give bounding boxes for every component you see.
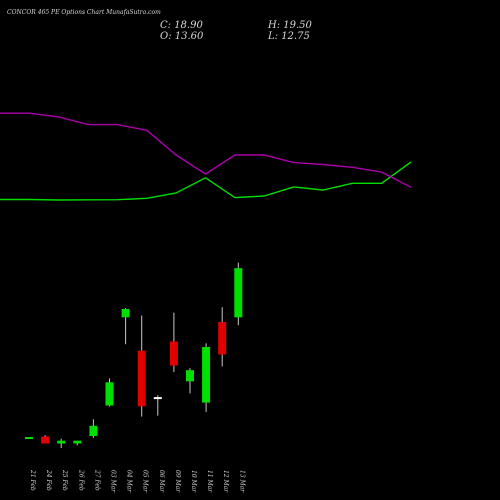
- x-tick-label: 24 Feb: [45, 469, 52, 491]
- candle-body-down: [41, 436, 50, 444]
- x-tick-label: 05 Mar: [142, 470, 149, 493]
- candle: [105, 378, 114, 407]
- x-axis-labels: 21 Feb 24 Feb 25 Feb 26 Feb 27 Feb 03 Mar 04 M…: [29, 469, 245, 493]
- candle-body-up: [105, 382, 114, 406]
- candle-body-up: [234, 268, 243, 318]
- x-tick-label: 09 Mar: [174, 470, 181, 493]
- candle: [234, 262, 243, 326]
- candle-body-down: [218, 322, 227, 355]
- x-tick-label: 10 Mar: [190, 470, 197, 493]
- high-value: H: 19.50: [267, 20, 313, 31]
- open-value: O: 13.60: [160, 31, 204, 42]
- candle-body-up: [202, 347, 211, 403]
- green-indicator-line: [0, 161, 412, 201]
- candle-body-up: [25, 437, 33, 439]
- x-tick-label: 04 Mar: [126, 470, 133, 493]
- candle: [137, 315, 146, 417]
- candle-body-up: [89, 425, 98, 436]
- candle: [218, 307, 227, 367]
- candle: [57, 438, 66, 449]
- x-tick-label: 06 Mar: [158, 470, 165, 493]
- low-value: L: 12.75: [267, 31, 310, 42]
- candle: [169, 312, 178, 373]
- x-tick-label: 11 Mar: [206, 470, 213, 493]
- candle-body-up: [121, 309, 130, 318]
- x-tick-label: 25 Feb: [61, 469, 68, 491]
- candlesticks: [25, 262, 243, 449]
- x-tick-label: 12 Mar: [222, 470, 229, 493]
- x-tick-label: 27 Feb: [93, 469, 100, 491]
- candle: [153, 395, 162, 416]
- candle-body-up: [73, 440, 82, 444]
- candle: [25, 437, 33, 439]
- candle-body-up: [186, 370, 194, 382]
- candle-body-up: [153, 397, 162, 400]
- indicator-lines: [0, 112, 412, 201]
- candle: [73, 440, 82, 446]
- x-tick-label: 03 Mar: [110, 470, 117, 493]
- chart-title: CONCOR 465 PE Options Chart MunafaSutra.…: [7, 9, 161, 16]
- candle: [186, 368, 194, 394]
- candle-body-up: [57, 440, 66, 444]
- candle: [89, 419, 98, 438]
- candle-body-down: [169, 341, 178, 366]
- candle-body-down: [137, 350, 146, 407]
- candle: [121, 308, 130, 345]
- x-tick-label: 13 Mar: [238, 470, 245, 493]
- candle: [41, 435, 50, 444]
- close-value: C: 18.90: [160, 20, 203, 31]
- magenta-indicator-line: [0, 112, 412, 188]
- x-tick-label: 21 Feb: [29, 469, 36, 491]
- candle: [202, 343, 211, 412]
- x-tick-label: 26 Feb: [77, 469, 84, 491]
